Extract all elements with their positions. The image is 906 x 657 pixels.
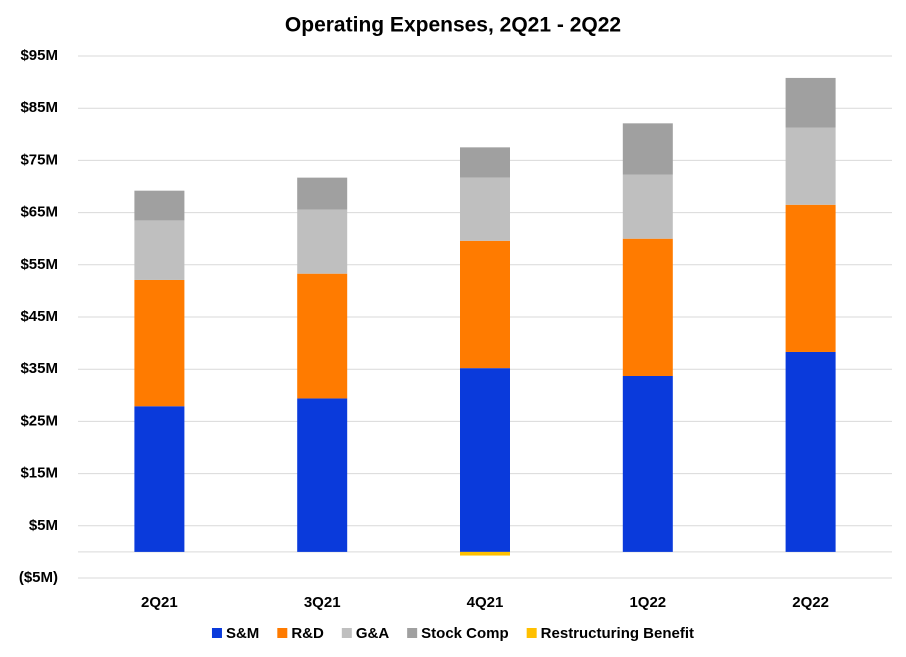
bar-segment (134, 190, 185, 221)
y-tick-label: $35M (20, 360, 58, 377)
y-tick-label: $25M (20, 412, 58, 429)
bar-segment (622, 174, 673, 239)
y-tick-label: $85M (20, 99, 58, 116)
y-tick-label: ($5M) (19, 569, 58, 586)
bar-segment (622, 238, 673, 376)
bar-segment (785, 351, 836, 552)
bar-segment (460, 551, 510, 556)
y-tick-label: $15M (20, 465, 58, 482)
bar-segment (134, 406, 185, 552)
bar-segment (460, 177, 510, 241)
legend-swatch (341, 628, 352, 638)
y-tick-label: $55M (20, 256, 58, 273)
bar-segment (460, 368, 510, 552)
x-tick-label: 4Q21 (467, 594, 504, 611)
bar-segment (297, 209, 348, 274)
x-tick-label: 3Q21 (304, 594, 341, 611)
legend-swatch (407, 628, 418, 638)
y-tick-label: $65M (20, 204, 58, 221)
bar-segment (460, 240, 510, 369)
bar-segment (785, 77, 836, 128)
bar-segment (297, 398, 348, 552)
y-tick-label: $95M (20, 47, 58, 64)
legend-label: G&A (356, 625, 390, 642)
x-tick-label: 2Q22 (792, 594, 829, 611)
bar-segment (622, 375, 673, 552)
x-tick-label: 1Q22 (629, 594, 666, 611)
bar-segment (785, 204, 836, 352)
legend-label: Stock Comp (421, 625, 509, 642)
bar-segment (785, 127, 836, 205)
bar-segment (460, 147, 510, 178)
legend-label: S&M (226, 625, 259, 642)
bar-segment (134, 279, 185, 407)
bar-segment (297, 177, 348, 210)
legend-swatch (211, 628, 222, 638)
bar-segment (297, 273, 348, 399)
legend-swatch (526, 628, 537, 638)
y-tick-label: $75M (20, 151, 58, 168)
x-tick-label: 2Q21 (141, 594, 178, 611)
legend-label: R&D (291, 625, 324, 642)
legend-swatch (277, 628, 288, 638)
bar-segment (134, 220, 185, 280)
legend-label: Restructuring Benefit (541, 625, 694, 642)
bar-segment (622, 123, 673, 175)
chart-title: Operating Expenses, 2Q21 - 2Q22 (285, 14, 621, 37)
y-tick-label: $5M (29, 517, 58, 534)
y-tick-label: $45M (20, 308, 58, 325)
